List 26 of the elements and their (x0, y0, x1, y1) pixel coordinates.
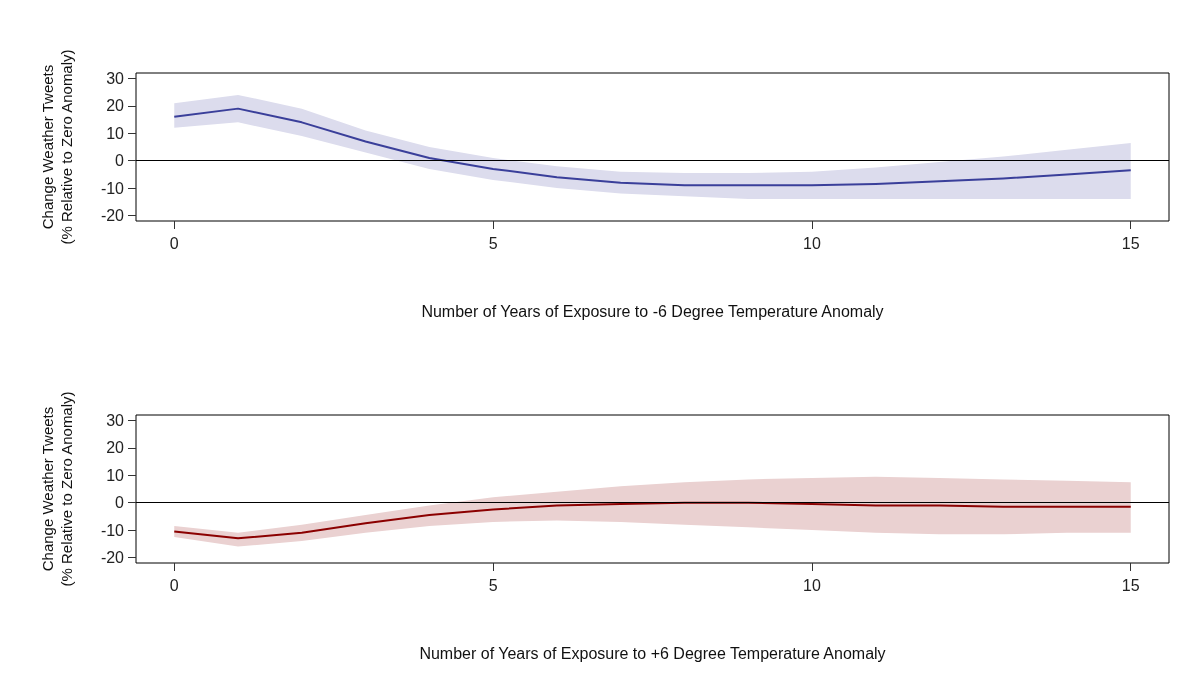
x-axis-title: Number of Years of Exposure to +6 Degree Temperature Anomaly (419, 644, 886, 662)
line-series (173, 107, 1132, 187)
x-tick-label: 15 (1121, 576, 1140, 594)
y-tick-label: 10 (106, 466, 125, 484)
y-tick-label: 20 (106, 97, 125, 115)
y-tick-label: 30 (106, 411, 125, 429)
y-axis-title: Change Weather Tweets (% Relative to Zero Anomaly) (39, 49, 75, 245)
y-tick-label: 20 (106, 439, 125, 457)
x-tick-label: 15 (1121, 234, 1140, 252)
y-tick-label: -20 (100, 207, 125, 225)
y-tick-label: -20 (100, 549, 125, 567)
y-tick-label: 10 (106, 124, 125, 142)
y-tick-label: -10 (100, 521, 125, 539)
x-tick-label: 5 (488, 576, 498, 594)
x-axis-title: Number of Years of Exposure to -6 Degree Temperature Anomaly (421, 302, 884, 320)
x-tick-label: 5 (488, 234, 498, 252)
x-tick-label: 0 (169, 576, 179, 594)
y-tick-label: 30 (106, 69, 125, 87)
line-series (173, 501, 1132, 540)
y-tick-label: -10 (100, 179, 125, 197)
x-tick-label: 10 (803, 234, 821, 252)
x-tick-label: 10 (803, 576, 821, 594)
y-tick-label: 0 (115, 152, 125, 170)
x-tick-label: 0 (169, 234, 179, 252)
y-tick-label: 0 (115, 494, 125, 512)
y-axis-title: Change Weather Tweets (% Relative to Zero Anomaly) (39, 391, 75, 587)
